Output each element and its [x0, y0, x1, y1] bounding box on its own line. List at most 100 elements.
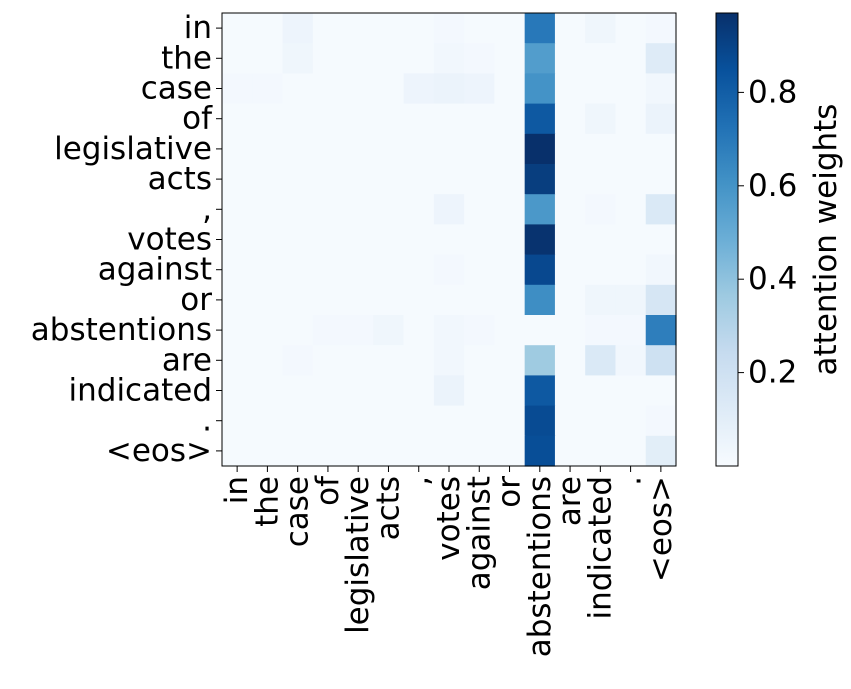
- heatmap-cell: [252, 315, 284, 346]
- heatmap-cell: [282, 13, 314, 44]
- heatmap-cell: [282, 194, 314, 225]
- heatmap-cell: [554, 284, 586, 316]
- y-tick-label: against: [98, 252, 212, 288]
- heatmap-cell: [282, 405, 314, 437]
- heatmap-cell: [252, 133, 284, 165]
- heatmap-cell: [222, 435, 253, 467]
- heatmap-cell: [433, 224, 465, 256]
- heatmap-cell: [312, 13, 344, 44]
- heatmap-cell: [403, 345, 435, 376]
- heatmap-cell: [252, 254, 284, 286]
- heatmap-cell: [585, 224, 617, 256]
- heatmap-cell: [494, 133, 526, 165]
- heatmap-cell: [615, 284, 647, 316]
- x-tick-label: acts: [370, 476, 406, 540]
- y-tick-label: are: [162, 342, 212, 378]
- heatmap-cell: [312, 345, 344, 376]
- y-tick-label: <eos>: [106, 433, 212, 469]
- heatmap-cell: [554, 164, 586, 195]
- x-tick-label: indicated: [582, 476, 618, 620]
- heatmap-cell: [464, 435, 495, 467]
- heatmap-cell: [403, 284, 435, 316]
- x-tick-label: legislative: [340, 476, 376, 634]
- heatmap-cell: [464, 133, 495, 165]
- heatmap-cell: [252, 375, 284, 407]
- heatmap-cell: [645, 194, 677, 225]
- x-tick-label: the: [249, 476, 285, 527]
- heatmap-cell: [524, 224, 556, 256]
- x-tick-label: votes: [431, 476, 467, 561]
- heatmap-cell: [524, 133, 556, 165]
- heatmap-cell: [373, 375, 405, 407]
- heatmap-cell: [312, 375, 344, 407]
- heatmap-cell: [464, 375, 495, 407]
- heatmap-cell: [282, 103, 314, 135]
- heatmap-cell: [433, 103, 465, 135]
- heatmap-cell: [222, 43, 253, 74]
- heatmap-cell: [585, 164, 617, 195]
- colorbar-label: attention weights: [808, 104, 844, 376]
- heatmap-cell: [373, 164, 405, 195]
- heatmap-cell: [645, 164, 677, 195]
- heatmap-cell: [252, 284, 284, 316]
- heatmap-cell: [524, 254, 556, 286]
- heatmap-cell: [373, 194, 405, 225]
- heatmap-cell: [494, 284, 526, 316]
- heatmap-cell: [585, 73, 617, 105]
- heatmap-cell: [433, 194, 465, 225]
- heatmap-cell: [373, 103, 405, 135]
- heatmap-cell: [282, 43, 314, 74]
- heatmap-cell: [403, 224, 435, 256]
- heatmap-cell: [464, 254, 495, 286]
- heatmap-cell: [585, 315, 617, 346]
- heatmap-cell: [252, 43, 284, 74]
- heatmap-cell: [433, 43, 465, 74]
- heatmap-cell: [343, 315, 374, 346]
- heatmap-cell: [282, 254, 314, 286]
- y-tick-label: acts: [148, 161, 212, 197]
- heatmap-cell: [222, 164, 253, 195]
- heatmap-cell: [524, 435, 556, 467]
- heatmap-cell: [312, 405, 344, 437]
- heatmap-cell: [464, 164, 495, 195]
- colorbar-tick-label: 0.8: [748, 74, 797, 110]
- heatmap-cell: [494, 224, 526, 256]
- heatmap-cell: [282, 133, 314, 165]
- heatmap-cell: [373, 43, 405, 74]
- heatmap-cell: [222, 133, 253, 165]
- heatmap-cell: [554, 224, 586, 256]
- heatmap-cell: [433, 435, 465, 467]
- heatmap-cell: [282, 284, 314, 316]
- heatmap-cell: [524, 405, 556, 437]
- heatmap-cell: [585, 194, 617, 225]
- heatmap-cell: [494, 103, 526, 135]
- heatmap-cell: [252, 194, 284, 225]
- heatmap-cell: [494, 13, 526, 44]
- heatmap-cell: [524, 164, 556, 195]
- heatmap-cell: [585, 405, 617, 437]
- heatmap-cell: [464, 43, 495, 74]
- heatmap-cell: [312, 133, 344, 165]
- heatmap-cell: [343, 284, 374, 316]
- heatmap-cell: [585, 13, 617, 44]
- heatmap-cell: [494, 435, 526, 467]
- heatmap-cell: [585, 284, 617, 316]
- heatmap-cell: [615, 224, 647, 256]
- heatmap-cell: [524, 73, 556, 105]
- heatmap-cell: [282, 435, 314, 467]
- heatmap-cell: [222, 103, 253, 135]
- heatmap-cell: [252, 164, 284, 195]
- heatmap-cell: [615, 43, 647, 74]
- heatmap-cell: [252, 345, 284, 376]
- heatmap-cell: [585, 254, 617, 286]
- heatmap-cell: [403, 405, 435, 437]
- heatmap-cell: [252, 435, 284, 467]
- y-tick-label: legislative: [54, 131, 212, 167]
- heatmap-cell: [433, 375, 465, 407]
- heatmap-cell: [615, 194, 647, 225]
- heatmap-cell: [645, 435, 677, 467]
- heatmap-cell: [282, 164, 314, 195]
- heatmap-cell: [524, 13, 556, 44]
- heatmap-cell: [464, 194, 495, 225]
- heatmap-cell: [615, 73, 647, 105]
